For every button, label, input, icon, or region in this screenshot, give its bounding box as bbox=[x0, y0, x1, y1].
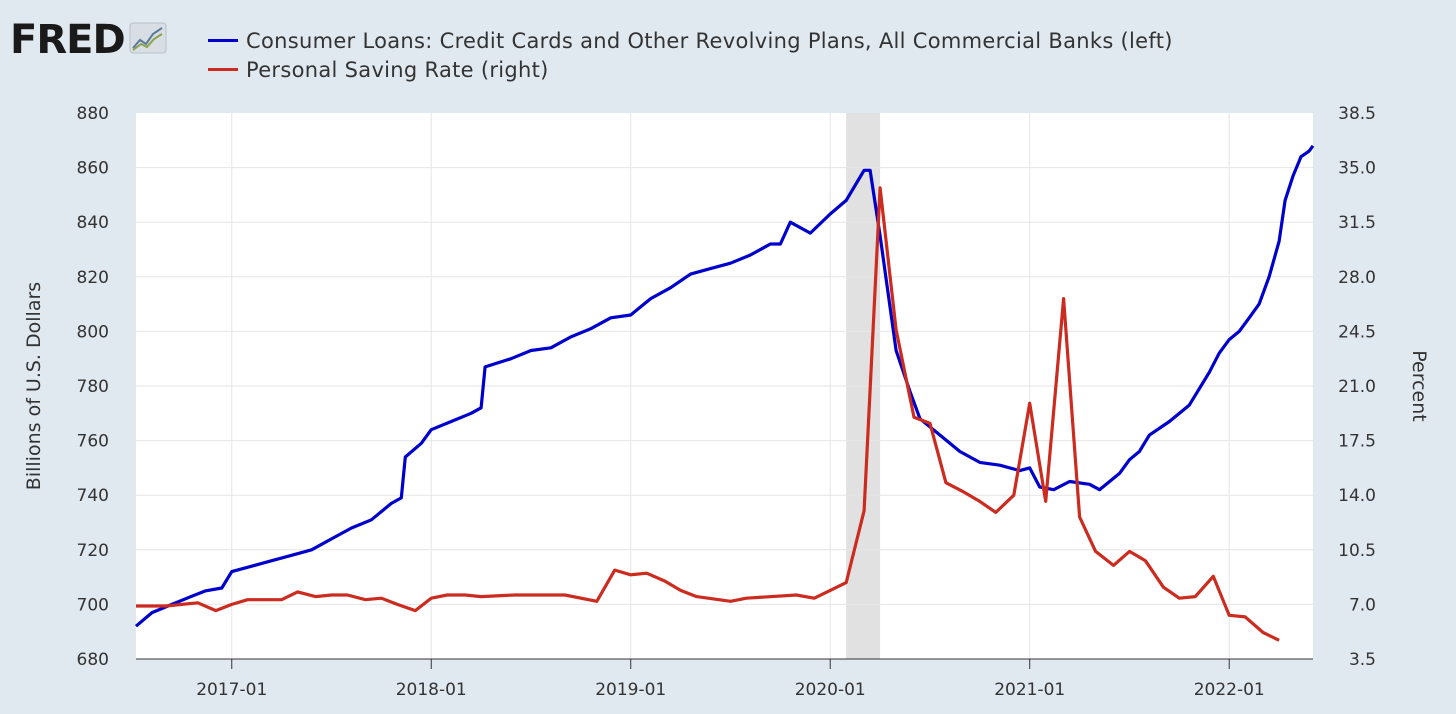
x-tick-label: 2018-01 bbox=[396, 680, 467, 700]
legend-label: Personal Saving Rate (right) bbox=[246, 57, 549, 82]
legend-label: Consumer Loans: Credit Cards and Other R… bbox=[246, 28, 1173, 53]
y-left-tick-label: 760 bbox=[77, 432, 109, 452]
y-left-tick-label: 780 bbox=[77, 377, 109, 397]
x-tick-label: 2019-01 bbox=[595, 680, 666, 700]
y-right-tick-label: 14.0 bbox=[1338, 486, 1376, 506]
y-right-axis-title: Percent bbox=[1408, 350, 1430, 422]
x-tick-label: 2020-01 bbox=[795, 680, 866, 700]
y-right-tick-label: 31.5 bbox=[1338, 213, 1376, 233]
y-left-tick-label: 860 bbox=[77, 159, 109, 179]
trend-chart-icon bbox=[129, 22, 167, 58]
y-left-tick-label: 680 bbox=[77, 650, 109, 670]
fred-logo[interactable]: FRED bbox=[10, 18, 167, 62]
y-left-tick-label: 740 bbox=[77, 486, 109, 506]
x-tick-label: 2022-01 bbox=[1194, 680, 1265, 700]
x-tick-label: 2021-01 bbox=[994, 680, 1065, 700]
y-right-tick-label: 24.5 bbox=[1338, 322, 1376, 342]
y-left-tick-label: 820 bbox=[77, 268, 109, 288]
y-left-axis-title: Billions of U.S. Dollars bbox=[23, 282, 45, 490]
y-right-tick-label: 3.5 bbox=[1349, 650, 1376, 670]
chart-legend: Consumer Loans: Credit Cards and Other R… bbox=[208, 26, 1173, 84]
legend-item-credit-loans[interactable]: Consumer Loans: Credit Cards and Other R… bbox=[208, 26, 1173, 55]
y-left-tick-label: 700 bbox=[77, 595, 109, 615]
legend-swatch-blue bbox=[208, 39, 238, 42]
y-left-tick-label: 840 bbox=[77, 213, 109, 233]
y-left-tick-label: 720 bbox=[77, 541, 109, 561]
chart-header: FRED Consumer Loans: Credit Cards and Ot… bbox=[0, 0, 1456, 95]
y-right-tick-label: 10.5 bbox=[1338, 541, 1376, 561]
series-line-saving-rate bbox=[136, 186, 1280, 642]
y-right-tick-label: 7.0 bbox=[1349, 595, 1376, 615]
y-right-tick-label: 35.0 bbox=[1338, 159, 1376, 179]
y-left-tick-label: 800 bbox=[77, 322, 109, 342]
logo-text: FRED bbox=[10, 17, 126, 63]
x-tick-label: 2017-01 bbox=[196, 680, 267, 700]
y-right-tick-label: 21.0 bbox=[1338, 377, 1376, 397]
y-right-tick-label: 38.5 bbox=[1338, 104, 1376, 124]
legend-item-saving-rate[interactable]: Personal Saving Rate (right) bbox=[208, 55, 1173, 84]
y-right-tick-label: 17.5 bbox=[1338, 432, 1376, 452]
y-right-tick-label: 28.0 bbox=[1338, 268, 1376, 288]
legend-swatch-red bbox=[208, 68, 238, 71]
y-left-tick-label: 880 bbox=[77, 104, 109, 124]
series-line-consumer-loans bbox=[134, 144, 1315, 628]
